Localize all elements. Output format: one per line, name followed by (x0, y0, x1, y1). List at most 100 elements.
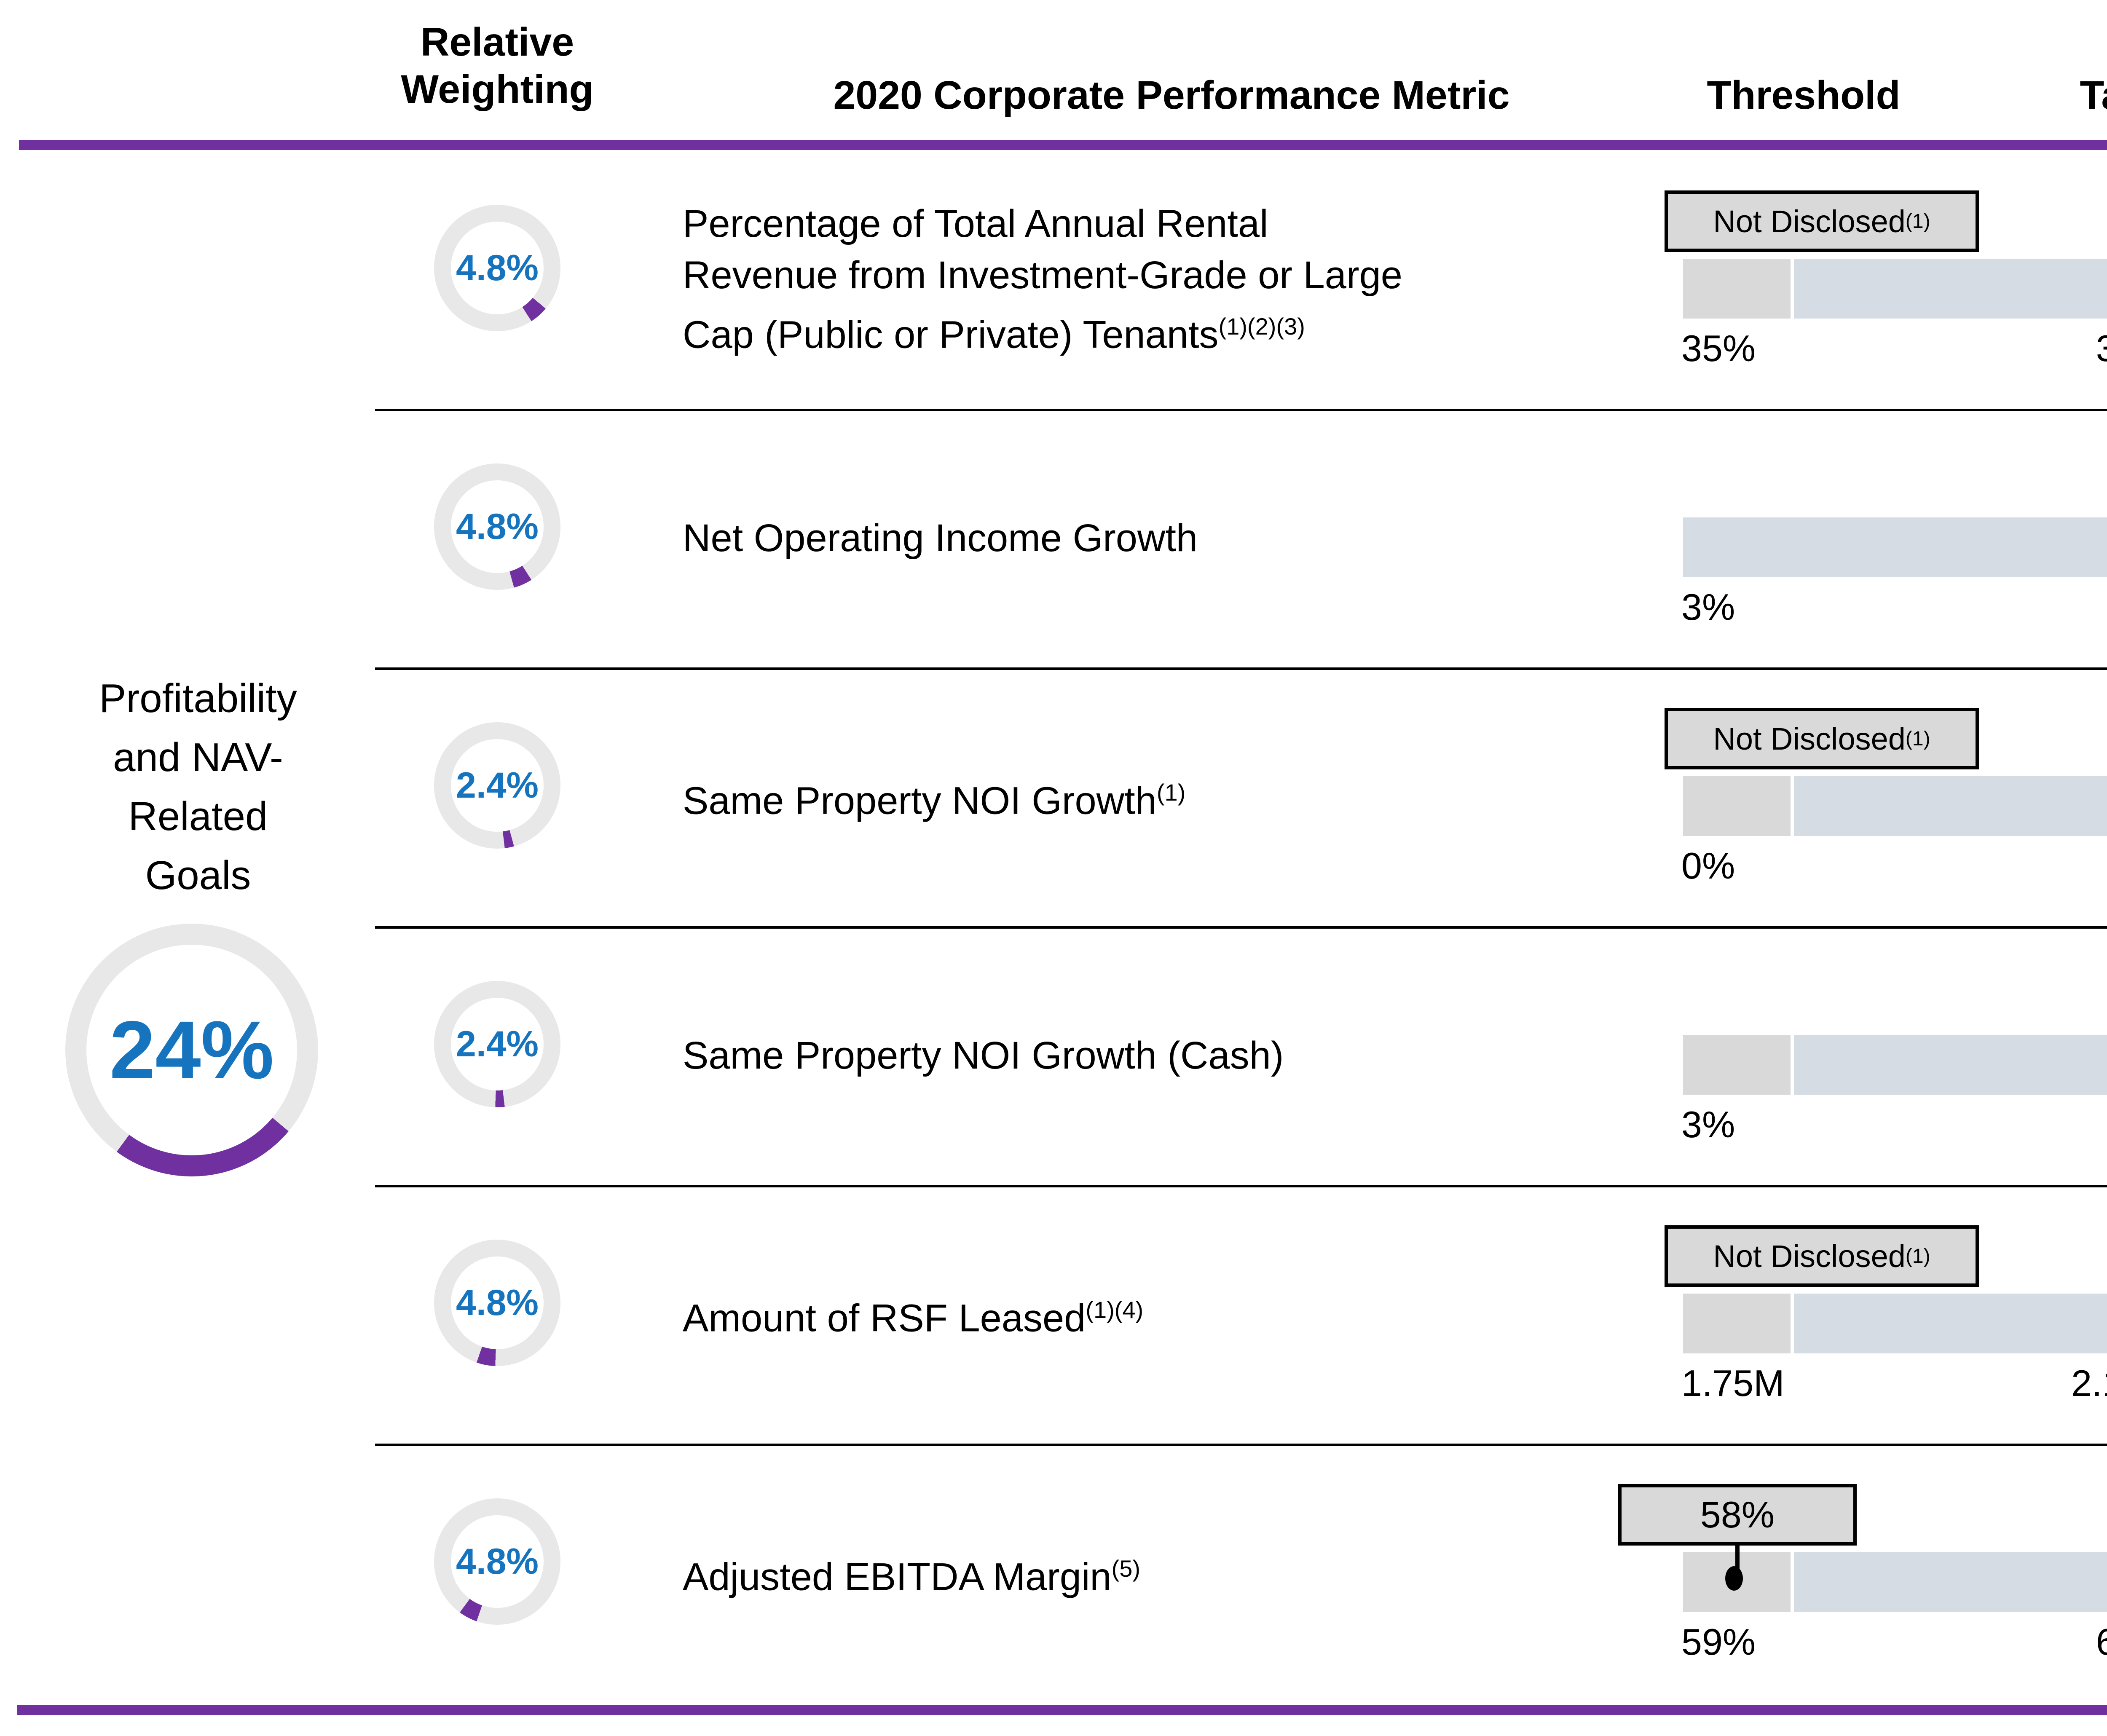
weight-donut-hole: 2.4% (451, 998, 544, 1090)
metric-name: Percentage of Total Annual Rental Revenue… (683, 150, 1652, 409)
category-weight-donut-hole: 24% (86, 945, 297, 1155)
category-label: Profitability and NAV- Related Goals (42, 669, 354, 905)
bottom-purple-rule (17, 1705, 2107, 1715)
weight-donut: 2.4% (434, 722, 560, 849)
weight-donut-hole: 4.8% (451, 222, 544, 314)
weight-label: 2.4% (456, 765, 539, 806)
row-divider (375, 926, 2107, 929)
result-marker-dot (1725, 1566, 1743, 1591)
row-divider (375, 1444, 2107, 1446)
metric-footnote: (1) (1156, 779, 1186, 806)
tick-label: 1% (2007, 844, 2107, 887)
metric-row: 4.8% Percentage of Total Annual Rental Re… (0, 150, 2107, 409)
threshold-callout-box: Not Disclosed (1) (1665, 190, 1979, 252)
weight-label: 4.8% (456, 1541, 539, 1582)
tick-label: 59% (1681, 1621, 1756, 1663)
metric-text: Same Property NOI Growth (Cash) (683, 1030, 1284, 1081)
weight-label: 4.8% (456, 506, 539, 547)
header-relative-weighting-line2: Weighting (401, 67, 594, 112)
metric-text: Percentage of Total Annual Rental Revenue… (683, 198, 1402, 361)
weight-label: 2.4% (456, 1023, 539, 1064)
weight-donut: 4.8% (434, 463, 560, 590)
category-label-line: Goals (145, 853, 251, 898)
metric-footnote: (5) (1111, 1555, 1141, 1582)
metric-name: Same Property NOI Growth(1) (683, 667, 1652, 926)
category-label-line: Related (128, 794, 268, 839)
scale-segment-gray (1683, 1294, 1791, 1353)
header-metric-column: 2020 Corporate Performance Metric (833, 73, 1510, 118)
metric-name: Net Operating Income Growth (683, 409, 1652, 667)
scale-segment-blue_gray (1683, 517, 2107, 577)
header-target: Target (2080, 73, 2107, 118)
metric-line: Net Operating Income Growth (683, 517, 1198, 560)
metric-name: Adjusted EBITDA Margin(5) (683, 1444, 1652, 1702)
weight-donut-hole: 4.8% (451, 1515, 544, 1608)
metric-line: Same Property NOI Growth (Cash) (683, 1034, 1284, 1077)
tick-label: 0% (1681, 845, 1735, 887)
scale-segment-gray (1683, 776, 1791, 836)
weight-donut: 4.8% (434, 1240, 560, 1366)
row-divider (375, 1185, 2107, 1187)
metric-line: Amount of RSF Leased(1)(4) (683, 1297, 1144, 1340)
threshold-callout-box: Not Disclosed (1) (1665, 708, 1979, 769)
metric-line: Revenue from Investment-Grade or Large (683, 254, 1402, 297)
scale-segment-gray (1683, 259, 1791, 319)
metric-footnote: (1)(2)(3) (1218, 313, 1305, 340)
metric-line: Cap (Public or Private) Tenants(1)(2)(3) (683, 313, 1305, 356)
metric-row: 4.8% Adjusted EBITDA Margin(5) 59%62%65%… (0, 1444, 2107, 1702)
tick-label: 62% (2096, 1621, 2107, 1663)
weight-label: 4.8% (456, 1282, 539, 1323)
weight-donut: 4.8% (434, 205, 560, 331)
metric-line: Same Property NOI Growth(1) (683, 779, 1186, 822)
scale-segment-gray (1683, 1035, 1791, 1095)
weight-donut: 2.4% (434, 981, 560, 1107)
tick-label: 1.75M (1681, 1362, 1785, 1404)
callout-footnote: (1) (1905, 1245, 1930, 1267)
metric-footnote: (1)(4) (1086, 1297, 1144, 1323)
top-purple-rule (19, 140, 2107, 150)
threshold-callout-box: Not Disclosed (1) (1665, 1225, 1979, 1287)
row-divider (375, 667, 2107, 670)
tick-label: 3% (1681, 1104, 1735, 1145)
metric-row: 2.4% Same Property NOI Growth(1) 0%1%2%N… (0, 667, 2107, 926)
metric-text: Net Operating Income Growth (683, 512, 1198, 564)
tick-label: 4% (2007, 1103, 2107, 1146)
tick-label: 2.125M (2071, 1362, 2107, 1404)
header-threshold: Threshold (1707, 73, 1901, 118)
scale-segment-blue_gray (1794, 1294, 2107, 1353)
scale-segment-blue_gray (1794, 1552, 2107, 1612)
metric-text: Amount of RSF Leased(1)(4) (683, 1284, 1143, 1344)
row-divider (375, 409, 2107, 411)
scale-segment-blue_gray (1794, 259, 2107, 319)
tick-label: 3% (1681, 586, 1735, 628)
weight-donut-hole: 4.8% (451, 1256, 544, 1349)
weight-donut-hole: 4.8% (451, 480, 544, 573)
category-label-line: and NAV- (113, 735, 283, 780)
header-relative-weighting-line1: Relative (420, 20, 574, 64)
metric-text: Same Property NOI Growth(1) (683, 767, 1185, 827)
category-weight-donut: 24% (65, 924, 318, 1176)
weight-label: 4.8% (456, 247, 539, 288)
scale-segment-blue_gray (1794, 776, 2107, 836)
metric-name: Amount of RSF Leased(1)(4) (683, 1185, 1652, 1444)
callout-footnote: (1) (1905, 727, 1930, 750)
header-relative-weighting: Relative Weighting (350, 19, 645, 113)
callout-connector-vertical (1735, 1545, 1740, 1582)
metric-row: 4.8% Net Operating Income Growth 3%5%7%7… (0, 409, 2107, 667)
tick-label: 35% (1681, 327, 1756, 369)
metric-text: Adjusted EBITDA Margin(5) (683, 1543, 1140, 1603)
weight-donut-hole: 2.4% (451, 739, 544, 832)
threshold-callout-box: 58% (1618, 1484, 1857, 1546)
metric-name: Same Property NOI Growth (Cash) (683, 926, 1652, 1185)
tick-label: 39% (2096, 327, 2107, 369)
weight-donut: 4.8% (434, 1498, 560, 1625)
scale-segment-blue_gray (1794, 1035, 2107, 1095)
tick-label: 5% (2007, 586, 2107, 629)
metric-row: 4.8% Amount of RSF Leased(1)(4) 1.75M 2.1… (0, 1185, 2107, 1444)
metric-row: 2.4% Same Property NOI Growth (Cash) 3% 4… (0, 926, 2107, 1185)
category-weight-label: 24% (109, 1004, 274, 1096)
metric-line: Adjusted EBITDA Margin(5) (683, 1555, 1141, 1599)
callout-footnote: (1) (1905, 210, 1930, 233)
category-label-line: Profitability (99, 676, 297, 721)
metric-line: Percentage of Total Annual Rental (683, 202, 1268, 246)
